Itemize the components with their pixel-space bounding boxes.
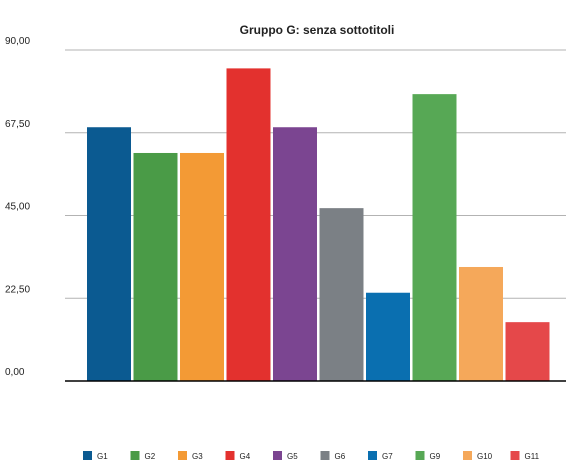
legend-label: G5 (287, 452, 298, 461)
bars (87, 68, 550, 381)
legend-swatch (510, 451, 520, 460)
legend-swatch (130, 451, 140, 460)
legend: G1 G2 G3 G4 G5 G6 G7 G9 G10 G11 (83, 451, 540, 461)
legend-swatch (225, 451, 235, 460)
bar-g10 (459, 266, 503, 381)
bar-g4 (226, 68, 271, 381)
legend-item-g3: G3 (178, 451, 203, 461)
y-tick-label: 22,50 (5, 284, 30, 295)
legend-item-g6: G6 (320, 451, 346, 461)
legend-item-g5: G5 (273, 451, 298, 461)
legend-label: G11 (525, 452, 540, 461)
legend-swatch (415, 451, 425, 460)
bar-g6 (319, 208, 364, 381)
legend-item-g1: G1 (83, 451, 108, 461)
legend-item-g2: G2 (130, 451, 156, 461)
bar-g2 (133, 152, 178, 381)
bar-g7 (366, 292, 410, 381)
bar-g1 (87, 127, 131, 381)
legend-label: G7 (382, 452, 393, 461)
legend-label: G10 (477, 452, 493, 461)
y-tick-label: 0,00 (5, 367, 25, 378)
legend-swatch (463, 451, 472, 460)
legend-swatch (178, 451, 187, 460)
y-axis-ticks: 0,00 22,50 45,00 67,50 90,00 (5, 36, 30, 378)
legend-label: G2 (145, 452, 156, 461)
legend-label: G9 (430, 452, 441, 461)
bar-g5 (273, 127, 317, 381)
bar-g3 (180, 152, 224, 381)
legend-item-g9: G9 (415, 451, 441, 461)
y-tick-label: 67,50 (5, 119, 30, 130)
legend-swatch (320, 451, 330, 460)
y-tick-label: 90,00 (5, 36, 30, 47)
legend-label: G1 (97, 452, 108, 461)
legend-label: G6 (335, 452, 346, 461)
legend-item-g11: G11 (510, 451, 540, 461)
legend-swatch (273, 451, 282, 460)
legend-label: G3 (192, 452, 203, 461)
legend-item-g7: G7 (368, 451, 393, 461)
legend-label: G4 (240, 452, 251, 461)
bar-g9 (412, 94, 457, 381)
legend-swatch (368, 451, 377, 460)
legend-item-g10: G10 (463, 451, 493, 461)
legend-item-g4: G4 (225, 451, 251, 461)
bar-g11 (505, 322, 550, 381)
legend-swatch (83, 451, 92, 460)
chart-title: Gruppo G: senza sottotitoli (240, 23, 395, 37)
y-tick-label: 45,00 (5, 202, 30, 213)
